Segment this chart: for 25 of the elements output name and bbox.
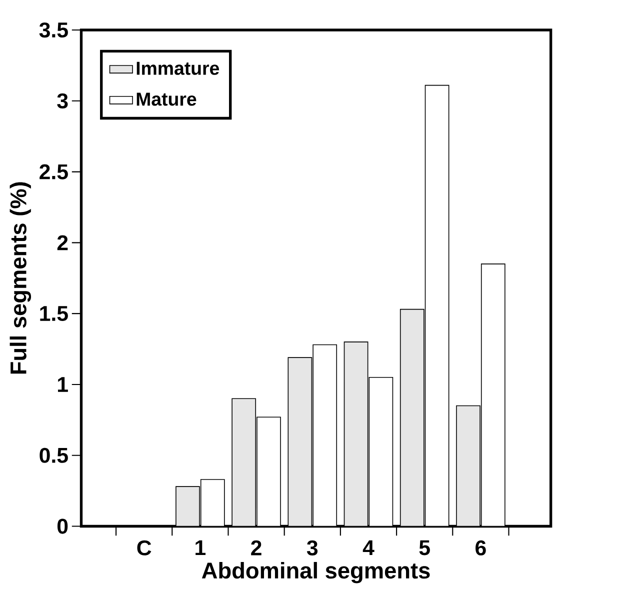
legend-label: Mature bbox=[136, 92, 196, 106]
y-tick-label: 1 bbox=[58, 376, 68, 392]
y-tick-label: 3 bbox=[57, 93, 68, 108]
bar bbox=[232, 398, 256, 526]
x-axis-title: Abdominal segments bbox=[202, 562, 430, 584]
x-tick-label: 1 bbox=[196, 540, 206, 555]
bar bbox=[400, 308, 424, 526]
x-tick-label: 5 bbox=[419, 540, 430, 556]
x-tick-label: 2 bbox=[251, 540, 262, 556]
x-tick-label: 6 bbox=[476, 540, 486, 556]
bar bbox=[344, 341, 368, 526]
x-tick-label: C bbox=[137, 540, 152, 556]
legend-label: Immature bbox=[136, 62, 220, 75]
bar bbox=[456, 405, 480, 526]
y-tick-label: 2 bbox=[57, 235, 68, 250]
y-axis-title: Full segments (%) bbox=[10, 182, 32, 374]
bar bbox=[176, 486, 200, 526]
x-tick-label: 3 bbox=[306, 540, 318, 556]
y-tick-label: 2.5 bbox=[40, 164, 68, 180]
y-tick-label: 1.5 bbox=[40, 306, 68, 321]
x-tick-label: 4 bbox=[362, 540, 374, 555]
y-tick-label: 3.5 bbox=[39, 22, 68, 38]
y-tick-label: 0 bbox=[57, 518, 68, 534]
y-tick-label: 0.5 bbox=[40, 448, 68, 463]
bar bbox=[288, 356, 312, 526]
